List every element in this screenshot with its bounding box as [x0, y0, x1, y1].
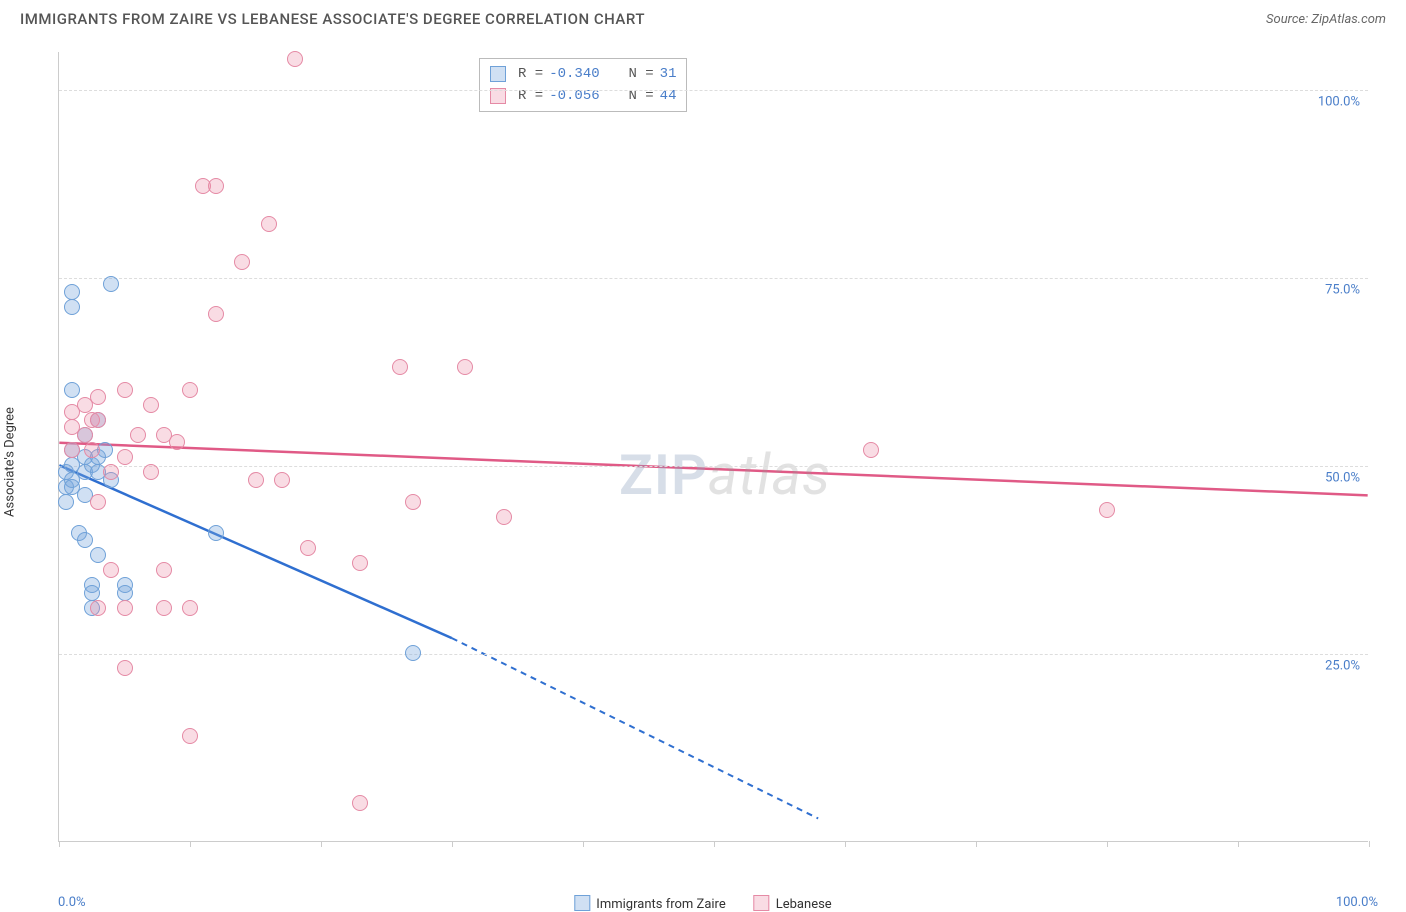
x-tick: [59, 841, 60, 847]
x-axis-max-label: 100.0%: [1336, 895, 1378, 910]
x-tick: [976, 841, 977, 847]
x-tick: [714, 841, 715, 847]
data-point-lebanese: [103, 562, 119, 578]
y-tick-label: 50.0%: [1325, 470, 1360, 485]
legend-n-label: N =: [628, 63, 653, 85]
data-point-lebanese: [103, 464, 119, 480]
data-point-lebanese: [208, 306, 224, 322]
data-point-lebanese: [77, 427, 93, 443]
legend-swatch: [490, 66, 506, 82]
chart-wrap: Associate's Degree ZIPatlas R = -0.340 N…: [20, 42, 1386, 882]
data-point-lebanese: [208, 178, 224, 194]
data-point-lebanese: [274, 472, 290, 488]
gridline: [59, 90, 1368, 91]
y-tick-label: 25.0%: [1325, 658, 1360, 673]
legend-n-value: 44: [660, 85, 677, 107]
data-point-lebanese: [64, 442, 80, 458]
gridline: [59, 466, 1368, 467]
legend-r-label: R =: [518, 85, 543, 107]
data-point-lebanese: [261, 216, 277, 232]
data-point-lebanese: [182, 382, 198, 398]
data-point-zaire: [208, 525, 224, 541]
data-point-lebanese: [143, 397, 159, 413]
data-point-lebanese: [457, 359, 473, 375]
data-point-lebanese: [130, 427, 146, 443]
x-tick: [321, 841, 322, 847]
data-point-lebanese: [1099, 502, 1115, 518]
data-point-lebanese: [117, 660, 133, 676]
x-axis-legend: Immigrants from Zaire Lebanese: [574, 895, 831, 912]
x-tick: [1369, 841, 1370, 847]
legend-r-label: R =: [518, 63, 543, 85]
x-tick: [1107, 841, 1108, 847]
legend-swatch: [754, 895, 770, 911]
legend-r-value: -0.056: [549, 85, 599, 107]
x-axis-min-label: 0.0%: [58, 895, 86, 910]
legend-r-value: -0.340: [549, 63, 599, 85]
data-point-zaire: [64, 382, 80, 398]
data-point-lebanese: [117, 449, 133, 465]
x-legend-item: Lebanese: [754, 895, 832, 912]
data-point-zaire: [64, 284, 80, 300]
data-point-zaire: [103, 276, 119, 292]
y-tick-label: 75.0%: [1325, 282, 1360, 297]
data-point-lebanese: [90, 389, 106, 405]
legend-row-zaire: R = -0.340 N = 31: [490, 63, 676, 85]
data-point-lebanese: [405, 494, 421, 510]
data-point-lebanese: [352, 555, 368, 571]
data-point-zaire: [64, 299, 80, 315]
x-tick: [583, 841, 584, 847]
data-point-lebanese: [392, 359, 408, 375]
chart-header: IMMIGRANTS FROM ZAIRE VS LEBANESE ASSOCI…: [0, 0, 1406, 36]
data-point-zaire: [405, 645, 421, 661]
legend-n-value: 31: [660, 63, 677, 85]
data-point-lebanese: [496, 509, 512, 525]
data-point-zaire: [90, 547, 106, 563]
data-point-lebanese: [287, 51, 303, 67]
data-point-lebanese: [117, 382, 133, 398]
gridline: [59, 654, 1368, 655]
x-legend-item: Immigrants from Zaire: [574, 895, 725, 912]
data-point-lebanese: [90, 412, 106, 428]
chart-title: IMMIGRANTS FROM ZAIRE VS LEBANESE ASSOCI…: [20, 10, 645, 28]
data-point-lebanese: [90, 600, 106, 616]
x-tick: [452, 841, 453, 847]
data-point-lebanese: [248, 472, 264, 488]
data-point-lebanese: [234, 254, 250, 270]
data-point-lebanese: [352, 795, 368, 811]
data-point-lebanese: [169, 434, 185, 450]
x-tick: [1238, 841, 1239, 847]
data-point-lebanese: [863, 442, 879, 458]
data-point-lebanese: [90, 494, 106, 510]
data-point-zaire: [117, 585, 133, 601]
correlation-legend: R = -0.340 N = 31R = -0.056 N = 44: [479, 58, 687, 112]
data-point-lebanese: [117, 600, 133, 616]
data-point-lebanese: [156, 600, 172, 616]
data-point-zaire: [58, 494, 74, 510]
y-tick-label: 100.0%: [1318, 94, 1360, 109]
plot-area: ZIPatlas R = -0.340 N = 31R = -0.056 N =…: [58, 52, 1368, 842]
legend-row-lebanese: R = -0.056 N = 44: [490, 85, 676, 107]
data-point-zaire: [77, 532, 93, 548]
data-point-lebanese: [182, 600, 198, 616]
y-axis-label: Associate's Degree: [3, 407, 18, 517]
data-point-lebanese: [156, 562, 172, 578]
x-tick: [845, 841, 846, 847]
legend-swatch: [574, 895, 590, 911]
x-tick: [190, 841, 191, 847]
data-point-lebanese: [84, 442, 100, 458]
trendline-dashed-zaire: [452, 638, 818, 818]
data-point-zaire: [84, 585, 100, 601]
chart-source: Source: ZipAtlas.com: [1266, 12, 1386, 27]
gridline: [59, 278, 1368, 279]
data-point-lebanese: [182, 728, 198, 744]
trend-lines: [59, 52, 1368, 841]
legend-n-label: N =: [628, 85, 653, 107]
data-point-lebanese: [300, 540, 316, 556]
data-point-lebanese: [143, 464, 159, 480]
